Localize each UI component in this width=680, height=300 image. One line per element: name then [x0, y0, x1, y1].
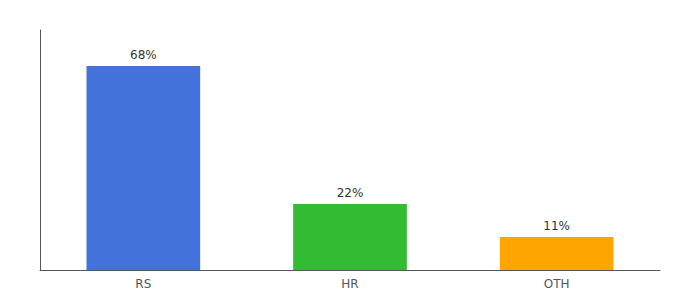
svg-text:22%: 22% [337, 186, 364, 200]
svg-text:RS: RS [135, 277, 151, 291]
svg-text:68%: 68% [130, 48, 157, 62]
svg-text:HR: HR [341, 277, 358, 291]
svg-text:OTH: OTH [544, 277, 570, 291]
svg-text:11%: 11% [543, 219, 570, 233]
